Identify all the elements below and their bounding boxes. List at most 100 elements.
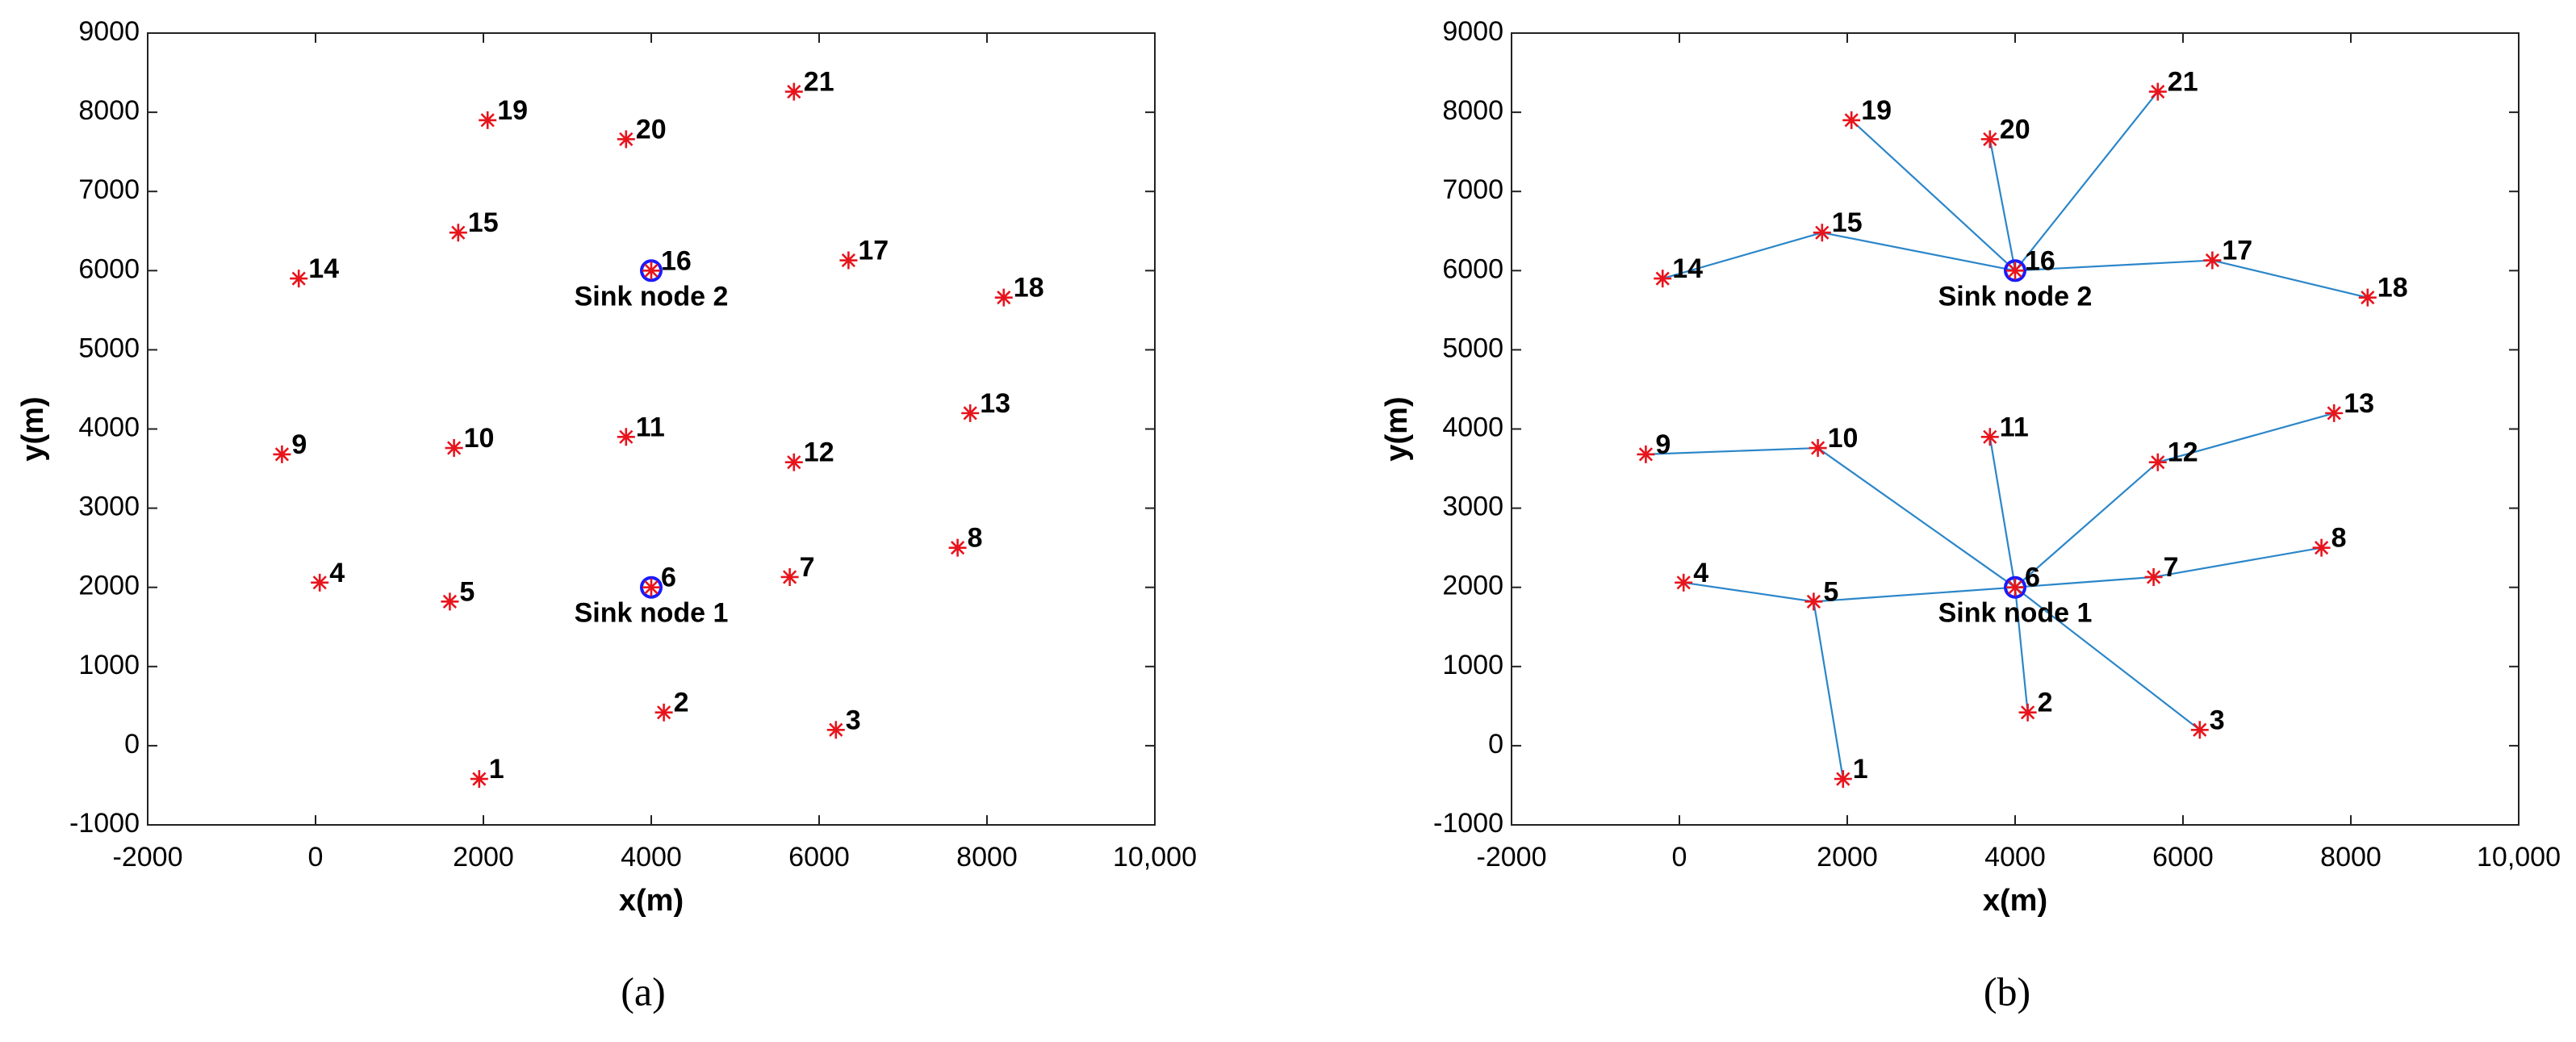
y-tick-label: 1000 [1442, 650, 1503, 680]
node-label: 3 [846, 705, 861, 735]
link [1813, 601, 1844, 780]
y-tick-label: 3000 [1442, 492, 1503, 522]
node-marker [2203, 251, 2222, 270]
y-tick-label: -1000 [1433, 808, 1503, 839]
y-axis-label: y(m) [1380, 396, 1414, 461]
node-label: 20 [2000, 114, 2030, 144]
node-label: 15 [468, 207, 499, 238]
node-marker [784, 453, 803, 471]
node-marker [445, 439, 463, 458]
node-label: 11 [2000, 412, 2029, 442]
y-tick-label: 1000 [78, 650, 140, 680]
node-label: 2 [674, 688, 689, 718]
node-marker [1637, 445, 1655, 463]
link [2014, 259, 2213, 272]
sink-label: Sink node 2 [575, 281, 729, 312]
node-label: 6 [661, 563, 676, 593]
node-label: 13 [980, 388, 1010, 419]
node-label: 21 [2168, 67, 2198, 98]
node-marker [290, 270, 308, 288]
node-label: 14 [1672, 253, 1703, 284]
x-axis-label: x(m) [619, 884, 684, 918]
y-tick-label: 6000 [1442, 253, 1503, 284]
node-marker [2325, 404, 2344, 422]
x-tick-label: 0 [308, 842, 324, 873]
node-marker [2190, 721, 2209, 739]
node-label: 3 [2210, 705, 2225, 735]
link [2212, 259, 2369, 299]
link [2014, 461, 2159, 588]
node-marker [839, 251, 858, 270]
node-marker [642, 262, 660, 280]
node-label: 7 [2164, 552, 2179, 583]
y-tick-label: 0 [1488, 729, 1503, 760]
y-tick-label: 5000 [78, 333, 140, 363]
x-tick-label: 2000 [453, 842, 514, 873]
node-marker [1834, 770, 1852, 789]
node-marker [2018, 703, 2037, 722]
node-label: 1 [1853, 754, 1868, 785]
node-marker [961, 404, 980, 422]
node-marker [948, 538, 967, 557]
y-tick-label: 8000 [78, 95, 140, 126]
x-tick-label: 10,000 [1113, 842, 1197, 873]
y-tick-label: 7000 [78, 174, 140, 205]
x-tick-label: 8000 [2320, 842, 2382, 873]
node-label: 10 [464, 423, 495, 454]
sink-marker [640, 259, 663, 282]
node-marker [617, 428, 635, 446]
y-tick-label: 3000 [78, 492, 140, 522]
sink-marker [640, 575, 663, 599]
sink-marker [2004, 575, 2026, 599]
y-tick-label: 9000 [78, 16, 140, 47]
node-marker [2148, 82, 2167, 101]
node-marker [2148, 453, 2167, 471]
node-label: 5 [1823, 576, 1838, 607]
node-label: 12 [2168, 437, 2198, 468]
x-tick-label: -2000 [113, 842, 183, 873]
link [1683, 581, 1814, 603]
node-label: 1 [489, 754, 504, 785]
y-tick-label: 0 [124, 729, 140, 760]
sink-label: Sink node 2 [1938, 281, 2093, 312]
node-label: 9 [291, 429, 307, 460]
node-marker [2144, 567, 2163, 586]
node-label: 17 [2222, 236, 2252, 266]
link [1821, 232, 2016, 272]
node-marker [994, 288, 1013, 307]
subplot-label: (a) [621, 969, 666, 1014]
node-marker [1980, 428, 1999, 446]
y-tick-label: 2000 [78, 571, 140, 601]
node-label: 8 [968, 523, 983, 554]
node-label: 19 [1861, 95, 1892, 126]
node-label: 21 [804, 67, 834, 98]
link [2014, 587, 2029, 713]
node-label: 14 [308, 253, 339, 284]
node-label: 4 [1693, 558, 1708, 588]
node-marker [826, 721, 845, 739]
link [1850, 119, 2016, 272]
x-tick-label: 2000 [1817, 842, 1878, 873]
node-marker [441, 592, 459, 611]
node-label: 9 [1655, 429, 1671, 460]
node-marker [642, 578, 660, 596]
node-marker [1804, 592, 1823, 611]
y-tick-label: 5000 [1442, 333, 1503, 363]
node-label: 10 [1828, 423, 1859, 454]
x-tick-label: 8000 [956, 842, 1018, 873]
node-marker [2358, 288, 2377, 307]
node-label: 20 [636, 114, 667, 144]
node-label: 18 [1014, 273, 1044, 303]
node-label: 7 [800, 552, 815, 583]
node-marker [2312, 538, 2331, 557]
node-marker [2006, 262, 2024, 280]
y-tick-label: 4000 [78, 412, 140, 442]
node-label: 11 [636, 412, 665, 442]
x-tick-label: 10,000 [2477, 842, 2561, 873]
node-marker [470, 770, 488, 789]
node-marker [784, 82, 803, 101]
node-label: 12 [804, 437, 834, 468]
y-axis-label: y(m) [16, 396, 50, 461]
node-marker [1654, 270, 1672, 288]
node-label: 13 [2344, 388, 2374, 419]
